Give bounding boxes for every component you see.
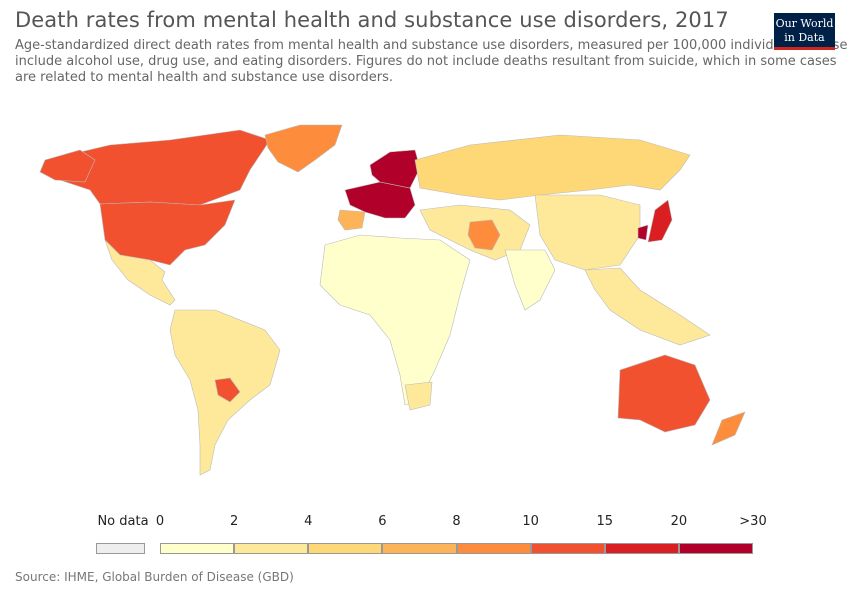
legend-bin-2 xyxy=(308,543,383,554)
region-korea xyxy=(637,224,649,241)
owid-logo[interactable]: Our World in Data xyxy=(774,13,835,50)
legend-bin-5 xyxy=(530,543,605,554)
region-greenland xyxy=(264,124,343,173)
legend-bin-3 xyxy=(382,543,457,554)
region-southeast-asia xyxy=(584,267,711,346)
region-scandinavia xyxy=(369,149,421,189)
region-canada xyxy=(54,129,271,206)
region-australia xyxy=(617,354,711,433)
color-legend: No data 0 2 4 6 8 10 15 20 >30 xyxy=(0,510,850,560)
legend-no-data-label: No data xyxy=(97,514,149,529)
legend-bin-1 xyxy=(234,543,309,554)
legend-no-data-swatch xyxy=(96,543,145,554)
chart-title: Death rates from mental health and subst… xyxy=(15,8,729,32)
region-spain xyxy=(337,209,366,231)
region-russia xyxy=(414,134,691,201)
logo-line-2: in Data xyxy=(784,31,825,44)
legend-tick-label-3: 6 xyxy=(378,514,387,529)
legend-bin-4 xyxy=(456,543,531,554)
region-new-zealand xyxy=(711,411,746,446)
legend-tick-label-4: 8 xyxy=(452,514,461,529)
legend-tick-label-2: 4 xyxy=(304,514,313,529)
region-iran xyxy=(467,219,501,251)
legend-tick-label-7: 20 xyxy=(670,514,688,529)
region-south-africa xyxy=(404,381,433,411)
legend-bin-6 xyxy=(604,543,679,554)
legend-bin-7 xyxy=(678,543,753,554)
region-india xyxy=(504,249,556,311)
legend-bin-0 xyxy=(160,543,235,554)
world-map xyxy=(39,124,746,476)
region-japan xyxy=(647,199,673,243)
source-note: Source: IHME, Global Burden of Disease (… xyxy=(15,570,294,584)
chart-subtitle: Age-standardized direct death rates from… xyxy=(15,38,848,85)
legend-tick-label-0: 0 xyxy=(155,514,165,529)
logo-line-1: Our World xyxy=(775,17,834,30)
legend-tick-label-1: 2 xyxy=(229,514,239,529)
legend-tick-label-8: >30 xyxy=(739,514,767,529)
region-africa xyxy=(319,234,471,406)
region-alaska xyxy=(39,149,96,183)
legend-tick-label-5: 10 xyxy=(522,514,539,529)
region-paraguay xyxy=(214,377,241,403)
region-china xyxy=(534,194,641,271)
region-mexico xyxy=(104,239,176,306)
legend-tick-label-6: 15 xyxy=(596,514,614,529)
